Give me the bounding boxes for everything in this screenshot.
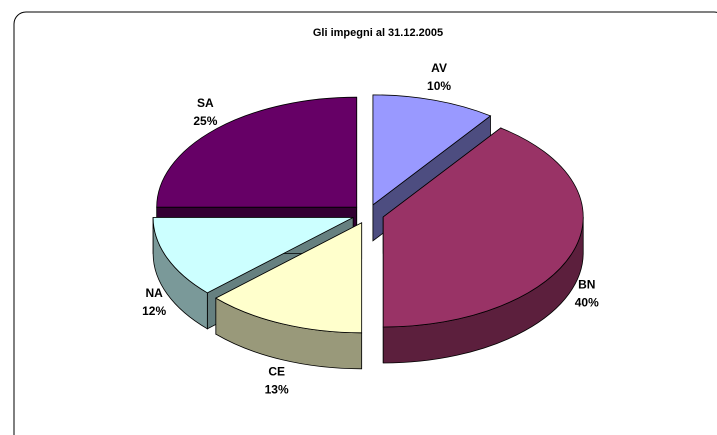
slice (152, 217, 354, 294)
slice (156, 96, 358, 208)
slice-value-label: 10% (427, 79, 451, 93)
slice-value-label: 12% (142, 304, 166, 318)
slice-label: NA (145, 286, 163, 300)
slice-label: CE (268, 364, 285, 378)
slice-value-label: 40% (575, 295, 599, 309)
slice (372, 94, 492, 206)
slice (382, 127, 584, 328)
slice-label: AV (431, 61, 447, 75)
chart-frame (13, 11, 717, 435)
slice-label: BN (578, 277, 595, 291)
slice-label: SA (197, 96, 214, 110)
slice-value-label: 25% (193, 114, 217, 128)
chart-title: Gli impegni al 31.12.2005 (313, 27, 443, 39)
slice-value-label: 13% (265, 382, 289, 396)
slice (215, 222, 363, 334)
